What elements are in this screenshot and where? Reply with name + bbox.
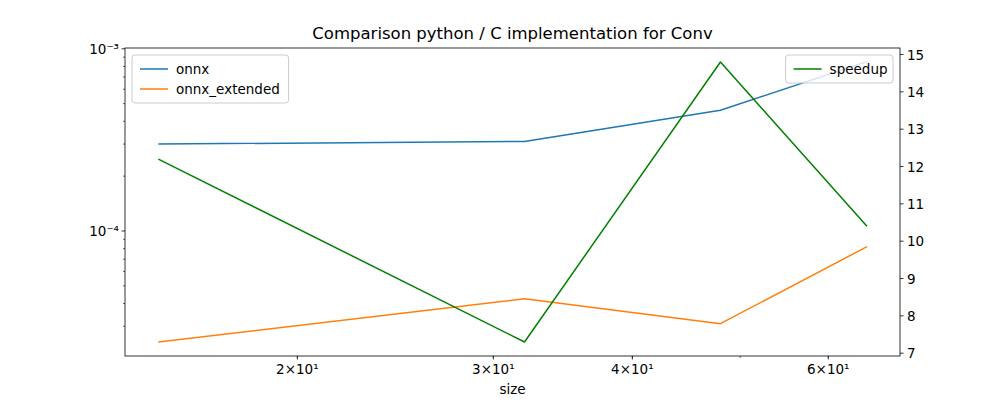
y-tick: [122, 230, 126, 231]
y2-tick-label: 12: [907, 159, 924, 175]
chart-title: Comparison python / C implementation for…: [312, 24, 713, 43]
background: [0, 0, 1000, 400]
y2-tick-label: 10: [907, 233, 924, 249]
x-tick-label: 3×10¹: [472, 361, 515, 377]
x-tick-label: 2×10¹: [276, 361, 319, 377]
x-tick: [297, 356, 298, 360]
series-line: [158, 247, 867, 342]
chart-container: 2×10¹ 3×10¹ 4×10¹ 6×10¹ 10⁻⁴ 10⁻³ 7 8 9 10 11 12 13 1…: [0, 0, 1000, 400]
y2-tick: [900, 241, 904, 242]
y-tick: [122, 48, 126, 49]
plot-area: [158, 62, 867, 342]
legend-label: onnx: [176, 61, 209, 77]
plot-frame: [125, 48, 900, 356]
y2-tick-label: 7: [907, 345, 916, 361]
legend: speedup: [786, 55, 893, 83]
y2-tick: [900, 353, 904, 354]
legend-swatch: [140, 68, 168, 70]
y2-tick: [900, 91, 904, 92]
x-tick: [632, 356, 633, 360]
x-tick: [493, 356, 494, 360]
legend-box: [132, 55, 289, 103]
x-tick-label: 6×10¹: [807, 361, 850, 377]
x-axis-label: size: [499, 381, 525, 397]
y2-tick: [900, 54, 904, 55]
axes: 2×10¹ 3×10¹ 4×10¹ 6×10¹ 10⁻⁴ 10⁻³ 7 8 9 10 11 12 13 1…: [89, 41, 924, 377]
legend-box: [786, 55, 893, 83]
y2-tick: [900, 129, 904, 130]
x-tick: [828, 356, 829, 360]
y-tick-label: 10⁻³: [89, 41, 119, 57]
y2-tick: [900, 203, 904, 204]
y2-tick-label: 14: [907, 84, 924, 100]
y2-tick-label: 9: [907, 271, 916, 287]
series-line: [158, 62, 867, 342]
x-tick-label: 4×10¹: [611, 361, 654, 377]
chart-svg: 2×10¹ 3×10¹ 4×10¹ 6×10¹ 10⁻⁴ 10⁻³ 7 8 9 10 11 12 13 1…: [0, 0, 1000, 400]
legend-label: onnx_extended: [176, 81, 280, 97]
legend-swatch: [794, 68, 822, 70]
legend: onnx onnx_extended: [132, 55, 289, 103]
y-tick-label: 10⁻⁴: [89, 223, 119, 239]
y2-tick-label: 8: [907, 308, 916, 324]
y2-tick: [900, 166, 904, 167]
y2-tick-label: 11: [907, 196, 924, 212]
y2-tick-label: 13: [907, 121, 924, 137]
y2-tick: [900, 278, 904, 279]
y2-tick: [900, 315, 904, 316]
legend-swatch: [140, 88, 168, 90]
y2-tick-label: 15: [907, 47, 924, 63]
legend-label: speedup: [830, 61, 888, 77]
